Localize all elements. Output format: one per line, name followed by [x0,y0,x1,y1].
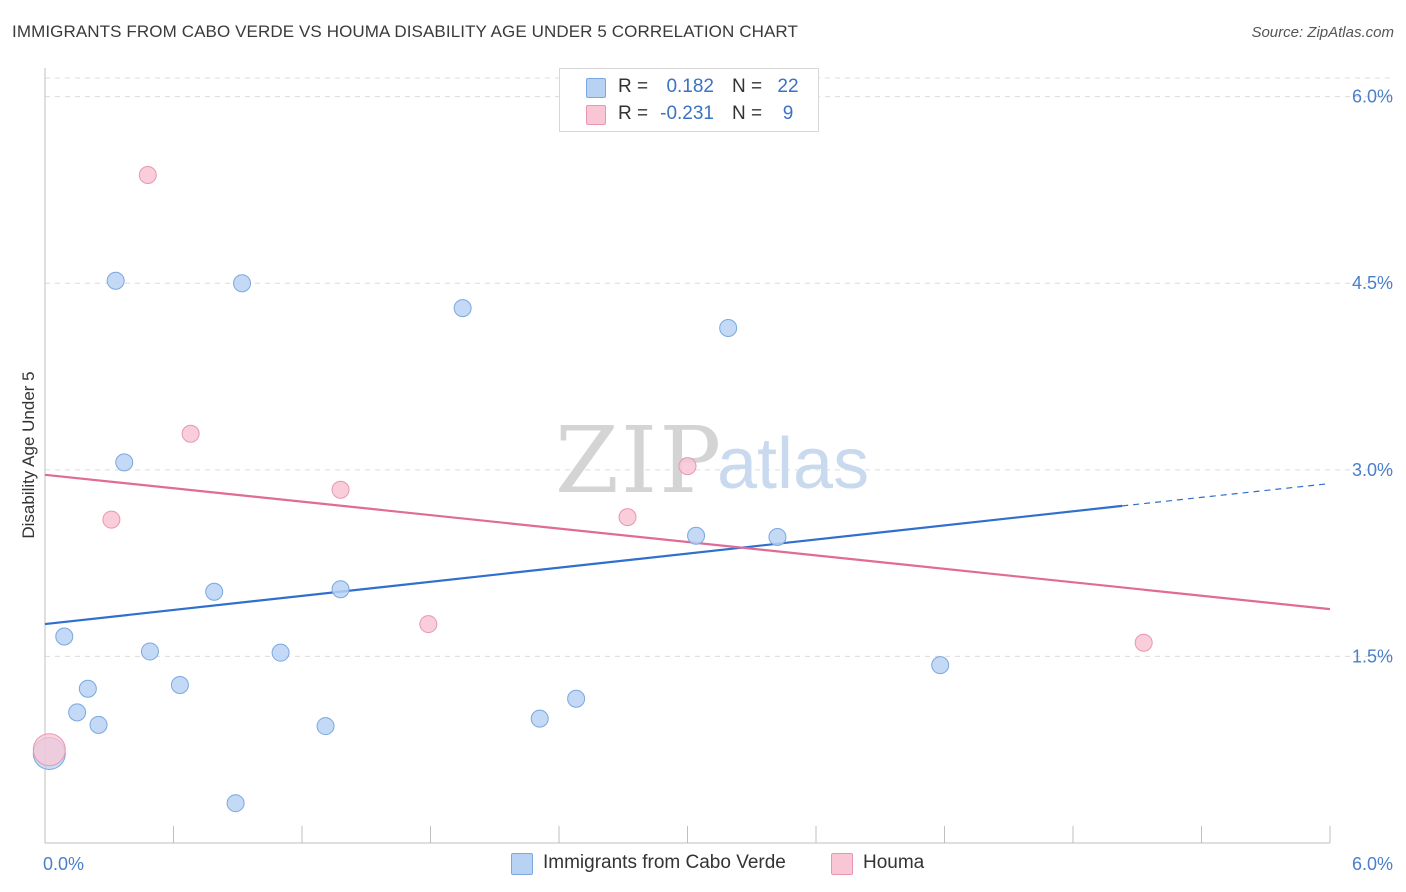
legend-swatch-cabo-verde [586,78,606,98]
point-cabo-verde [205,582,224,601]
point-cabo-verde [106,271,125,290]
point-cabo-verde [226,794,245,813]
point-cabo-verde [115,453,134,472]
legend-r-value: -0.231 [660,103,714,124]
point-houma [331,480,350,499]
correlation-legend: R = 0.182 N = 22 R = -0.231 N = 9 [559,68,819,132]
y-tick-label: 4.5% [1352,273,1393,293]
point-cabo-verde [68,703,87,722]
axes [44,68,1331,844]
point-cabo-verde [55,627,74,646]
source-label: Source: ZipAtlas.com [1251,24,1394,41]
point-cabo-verde [719,319,738,338]
tick-labels: 1.5% 3.0% 4.5% 6.0% 0.0% 6.0% [43,87,1393,874]
point-cabo-verde [271,643,290,662]
legend-label-houma: Houma [863,852,925,873]
trend-lines [44,473,1331,626]
y-axis-label: Disability Age Under 5 [19,371,38,538]
point-houma [138,166,157,185]
x-tick-label: 0.0% [43,854,84,874]
legend-n-value: 9 [782,103,794,124]
point-cabo-verde [768,528,787,546]
legend-swatch-houma [831,853,853,875]
point-cabo-verde [331,580,350,599]
legend-r-label: R = [618,76,649,97]
legend-swatch-houma [586,105,606,125]
data-points [32,166,1153,813]
legend-label-cabo-verde: Immigrants from Cabo Verde [543,852,786,873]
y-tick-label: 1.5% [1352,646,1393,666]
point-cabo-verde [687,526,706,545]
point-houma [618,508,637,527]
watermark-atlas: atlas [717,424,869,504]
watermark: ZIP atlas [555,407,869,514]
legend-n-label: N = [732,76,763,97]
y-tick-label: 6.0% [1352,87,1393,107]
point-cabo-verde [78,679,97,698]
point-cabo-verde [453,299,472,318]
point-cabo-verde [170,676,189,695]
point-houma [102,510,121,529]
x-tick-label: 6.0% [1352,854,1393,874]
legend-n-value: 22 [777,76,799,97]
trend-line-houma [44,473,1331,611]
point-cabo-verde [89,715,108,734]
y-tick-label: 3.0% [1352,460,1393,480]
point-cabo-verde [140,642,159,661]
point-houma [419,615,438,634]
point-houma [32,733,66,767]
point-cabo-verde [316,717,335,736]
trend-line-cabo-verde [44,504,1123,626]
point-houma [678,457,697,476]
legend-n-label: N = [732,103,763,124]
point-cabo-verde [567,689,586,708]
point-cabo-verde [530,709,549,728]
point-cabo-verde [931,656,950,675]
legend-r-value: 0.182 [666,76,714,97]
chart-title: IMMIGRANTS FROM CABO VERDE VS HOUMA DISA… [12,22,798,41]
point-cabo-verde [233,274,252,293]
point-houma [181,424,200,443]
trend-line-cabo-verde-extension [1122,482,1331,507]
point-houma [1134,633,1153,652]
grid [45,77,1395,657]
watermark-zip: ZIP [555,407,723,514]
legend-swatch-cabo-verde [511,853,533,875]
legend-r-label: R = [618,103,649,124]
